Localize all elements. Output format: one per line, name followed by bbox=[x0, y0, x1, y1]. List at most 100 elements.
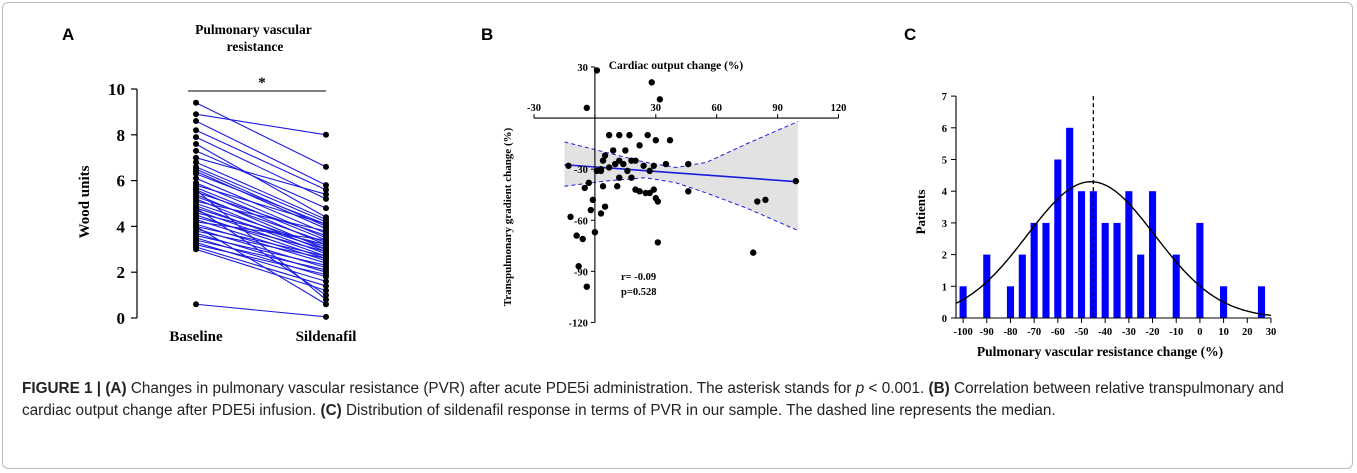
caption-b-tag: (B) bbox=[928, 380, 950, 397]
panel-b-point bbox=[792, 177, 800, 185]
panel-b-p-value: p=0.528 bbox=[621, 287, 656, 298]
panel-c-bar bbox=[1006, 286, 1015, 318]
panel-a-baseline-point bbox=[193, 134, 199, 141]
panel-b-stats: r= -0.09 p=0.528 bbox=[621, 272, 659, 298]
panel-c-letter: C bbox=[904, 25, 916, 44]
panel-a-x-tick-label: Baseline bbox=[169, 329, 223, 345]
caption-b-text: Correlation between relative transpulmon… bbox=[22, 380, 1284, 419]
caption-p-var: p bbox=[855, 380, 865, 397]
panel-a-subject-line bbox=[195, 303, 327, 318]
panel-b-point bbox=[632, 157, 639, 164]
panel-c-x-tick-label: -10 bbox=[1169, 327, 1183, 338]
panel-a-sildenafil-point bbox=[323, 296, 329, 303]
panel-c-x-tick-label: 0 bbox=[1197, 327, 1202, 338]
panel-c-x-tick-label: -40 bbox=[1098, 327, 1112, 338]
panel-b-point bbox=[591, 228, 599, 236]
panel-b-y-tick-label: -90 bbox=[574, 267, 588, 278]
panel-c-bar bbox=[1148, 191, 1157, 318]
panel-c-xlabel: Pulmonary vascular resistance change (%) bbox=[977, 344, 1223, 359]
figure-caption: FIGURE 1 | (A) Changes in pulmonary vasc… bbox=[22, 378, 1332, 422]
panel-b-r-value: r= -0.09 bbox=[621, 272, 656, 283]
panel-b-point bbox=[609, 147, 617, 154]
panel-a-baseline-point bbox=[193, 140, 199, 147]
panel-a-sildenafil-point bbox=[323, 182, 329, 189]
panel-b-ylabel: Transpulmonary gradient change (%) bbox=[502, 127, 514, 306]
panel-a-sildenafil-point bbox=[323, 221, 329, 228]
panel-a-sildenafil-point bbox=[323, 255, 329, 262]
panel-b: B Cardiac output change (%) Transpulmona… bbox=[481, 25, 846, 329]
panel-b-point bbox=[587, 206, 595, 214]
panel-a-baseline-point bbox=[193, 111, 199, 118]
panel-a-subject-line bbox=[195, 235, 327, 266]
panel-b-y-tick-label: -60 bbox=[574, 216, 588, 227]
panel-b-point bbox=[636, 188, 643, 195]
panel-c-x-tick-label: -20 bbox=[1146, 327, 1160, 338]
panel-b-band-upper bbox=[564, 121, 799, 168]
panel-a-subject-line bbox=[195, 189, 327, 301]
panel-c-x-tick-label: -50 bbox=[1075, 327, 1089, 338]
panel-b-point bbox=[624, 167, 631, 175]
panel-c-bar bbox=[1030, 222, 1038, 318]
panel-b-point bbox=[616, 131, 623, 139]
panel-a-subject-line bbox=[195, 150, 327, 209]
panel-a-sildenafil-point bbox=[323, 232, 329, 239]
panel-a-title-line2: resistance bbox=[227, 39, 284, 54]
figure-panels: A Pulmonary vascular resistance Wood uni… bbox=[62, 22, 1276, 359]
panel-b-point bbox=[589, 196, 597, 204]
panel-a-subject-line bbox=[195, 184, 327, 225]
panel-a-sildenafil-point bbox=[323, 237, 329, 244]
panel-a-baseline-point bbox=[193, 170, 199, 177]
panel-b-y-tick-label: -30 bbox=[574, 165, 588, 176]
panel-a-y-tick-label: 0 bbox=[117, 309, 126, 328]
panel-c-x-tick-label: -90 bbox=[980, 327, 994, 338]
panel-a-subject-line bbox=[195, 113, 327, 136]
panel-a-title-line1: Pulmonary vascular bbox=[195, 22, 312, 37]
panel-b-point bbox=[656, 96, 664, 103]
panel-c-x-tick-label: -30 bbox=[1122, 327, 1136, 338]
panel-a-subject-line bbox=[195, 248, 327, 292]
caption-a-tag: (A) bbox=[105, 380, 127, 397]
panel-a-y-tick-label: 2 bbox=[117, 263, 126, 282]
panel-b-point bbox=[650, 162, 657, 169]
panel-a-subject-line bbox=[195, 102, 327, 168]
panel-a-y-tick-label: 10 bbox=[108, 80, 125, 99]
panel-a-sildenafil-point bbox=[323, 301, 329, 308]
panel-a-subject-line bbox=[195, 129, 327, 191]
panel-b-point bbox=[640, 162, 647, 169]
panel-a-subject-line bbox=[195, 166, 327, 223]
panel-b-point bbox=[666, 137, 674, 144]
panel-a-subject-line bbox=[195, 170, 327, 230]
panel-a-subject-line bbox=[195, 237, 327, 278]
panel-a-sildenafil-point bbox=[323, 266, 329, 273]
panel-c-bar bbox=[1054, 159, 1062, 318]
panel-b-point bbox=[565, 162, 572, 169]
panel-a-sildenafil-point bbox=[323, 282, 329, 289]
panel-a-baseline-point bbox=[193, 118, 199, 125]
panel-b-point bbox=[601, 203, 609, 210]
panel-c-y-tick-label: 3 bbox=[942, 219, 947, 230]
panel-a-title: Pulmonary vascular resistance bbox=[195, 22, 315, 54]
panel-a-subject-line bbox=[195, 221, 327, 241]
panel-b-point bbox=[575, 263, 582, 270]
panel-a: A Pulmonary vascular resistance Wood uni… bbox=[62, 22, 356, 345]
panel-c-x-tick-label: 20 bbox=[1242, 327, 1253, 338]
panel-a-sildenafil-point bbox=[323, 278, 329, 285]
panel-c-y-tick-label: 1 bbox=[942, 282, 947, 293]
panel-c-bar bbox=[1066, 127, 1074, 318]
panel-a-subject-line bbox=[195, 246, 327, 287]
panel-c-x-tick-label: 10 bbox=[1218, 327, 1229, 338]
panel-c-y-tick-label: 7 bbox=[942, 92, 947, 103]
panel-c: C Patients Pulmonary vascular resistance… bbox=[904, 25, 1276, 359]
panel-b-point bbox=[750, 249, 757, 256]
panel-b-point bbox=[754, 198, 761, 205]
panel-b-point bbox=[573, 232, 580, 239]
panel-a-subject-line bbox=[195, 225, 327, 257]
panel-b-point bbox=[650, 186, 657, 193]
panel-a-subject-line bbox=[195, 239, 327, 271]
panel-b-point bbox=[605, 131, 613, 139]
panel-c-bar bbox=[1172, 254, 1180, 318]
panel-b-y-tick-label: -120 bbox=[569, 318, 588, 329]
panel-b-band-lower bbox=[564, 177, 799, 231]
panel-c-bar bbox=[1137, 254, 1145, 318]
panel-a-asterisk: * bbox=[258, 75, 266, 91]
